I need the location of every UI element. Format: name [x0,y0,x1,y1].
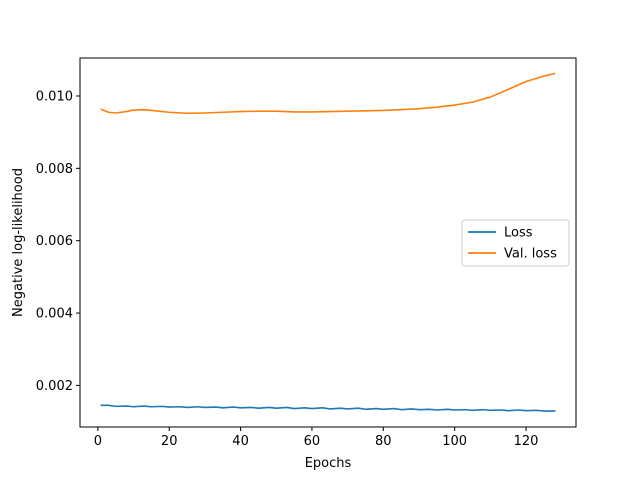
x-tick-label: 120 [514,434,539,449]
legend: Loss Val. loss [461,219,570,267]
series-layer [100,72,556,412]
y-axis: 0.002 0.004 0.006 0.008 0.010 [36,89,80,394]
series-line-1 [100,404,556,412]
y-tick-label: 0.010 [36,89,73,104]
y-tick-label: 0.004 [36,307,73,322]
x-tick-label: 40 [232,434,249,449]
legend-label-2: Val. loss [504,247,557,262]
x-tick-label: 100 [442,434,467,449]
plot-frame [79,57,577,428]
y-tick-label: 0.008 [36,162,73,177]
y-axis-label: Negative log-likelihood [11,168,26,317]
x-tick-label: 20 [161,434,178,449]
x-axis-label: Epochs [305,456,352,471]
x-tick-label: 80 [375,434,392,449]
y-tick-label: 0.006 [36,234,73,249]
legend-label-1: Loss [504,226,533,241]
x-tick-label: 0 [94,434,102,449]
series-line-2 [100,72,556,115]
y-tick-label: 0.002 [36,379,73,394]
x-axis: 0 20 40 60 80 100 120 [94,427,539,449]
x-tick-label: 60 [304,434,321,449]
